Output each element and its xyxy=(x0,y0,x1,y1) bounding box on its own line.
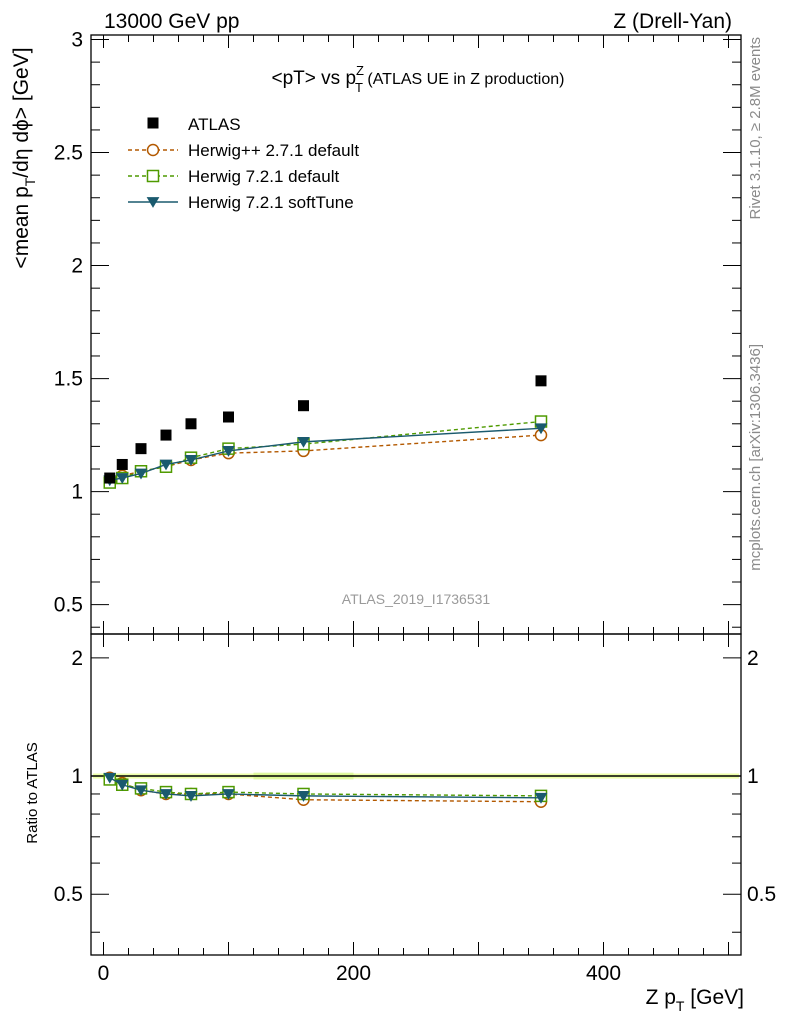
series-3-ratio-point xyxy=(534,792,548,804)
y-tick-label: 2.5 xyxy=(54,142,83,165)
series-3-point xyxy=(534,423,548,435)
legend-marker-2 xyxy=(146,169,160,183)
side-text-lower: mcplots.cern.ch [arXiv:1306.3436] xyxy=(747,344,764,571)
series-3-point xyxy=(222,446,235,457)
ratio-tick-label-left: 0.5 xyxy=(54,883,83,906)
series-3-point xyxy=(184,455,198,466)
x-tick-label: 200 xyxy=(336,962,371,985)
series-3-ratio-line xyxy=(109,777,542,799)
ratio-tick-label-right: 1 xyxy=(747,765,759,788)
data-point xyxy=(223,411,234,423)
data-point xyxy=(298,400,309,412)
header-right: Z (Drell-Yan) xyxy=(613,10,732,33)
data-point xyxy=(116,458,128,470)
series-3-point xyxy=(134,468,148,480)
x-tick-label: 400 xyxy=(586,962,621,985)
series-1-ratio-line xyxy=(109,777,542,803)
data-point xyxy=(135,443,147,455)
y-tick-label: 1.5 xyxy=(54,368,83,391)
legend-marker-1 xyxy=(146,143,160,157)
series-3-ratio-point xyxy=(222,789,235,800)
ratio-tick-label-left: 1 xyxy=(71,765,83,788)
side-text-upper: Rivet 3.1.10, ≥ 2.8M events xyxy=(747,37,764,220)
header-left: 13000 GeV pp xyxy=(104,10,239,33)
ratio-plot-frame xyxy=(90,633,742,956)
y-tick-label: 1 xyxy=(71,481,83,504)
series-3-ratio-point xyxy=(103,772,117,784)
ratio-tick-label-left: 2 xyxy=(71,647,83,670)
chart-title: <pT> vs pZ T (ATLAS UE in Z production) xyxy=(272,63,565,95)
series-3-point xyxy=(159,459,173,471)
legend-marker-3 xyxy=(146,197,160,208)
series-3-ratio-point xyxy=(297,790,310,802)
series-2-line xyxy=(109,420,542,484)
data-point xyxy=(185,418,197,430)
y-tick-label: 3 xyxy=(71,29,83,52)
ratio-tick-label-right: 2 xyxy=(747,647,759,670)
ratio-tick-label-right: 0.5 xyxy=(747,883,776,906)
series-3-ratio-point xyxy=(159,789,173,800)
x-axis-label: Z pT [GeV] xyxy=(646,986,744,1014)
x-tick-label: 0 xyxy=(98,962,110,985)
series-3-ratio-point xyxy=(115,779,129,791)
y-tick-label: 0.5 xyxy=(54,594,83,617)
data-point xyxy=(160,429,172,441)
series-3-point xyxy=(297,436,310,448)
series-3-line xyxy=(109,427,542,481)
series-3-ratio-point xyxy=(184,790,198,802)
series-2-ratio-line xyxy=(109,778,542,797)
series-3-ratio-point xyxy=(134,785,148,797)
data-point xyxy=(104,472,116,484)
data-point xyxy=(535,375,547,387)
legend-label-1: Herwig++ 2.7.1 default xyxy=(188,141,359,160)
ratio-y-axis-label: Ratio to ATLAS xyxy=(24,742,41,843)
legend-marker-data xyxy=(147,117,159,129)
legend-label-3: Herwig 7.2.1 softTune xyxy=(188,193,354,212)
y-axis-label: <mean pT/dη dϕ> [GeV] xyxy=(10,47,38,268)
series-3-point xyxy=(115,473,129,484)
y-tick-label: 2 xyxy=(71,255,83,278)
legend-label-data: ATLAS xyxy=(188,115,241,134)
legend-label-2: Herwig 7.2.1 default xyxy=(188,167,339,186)
analysis-watermark: ATLAS_2019_I1736531 xyxy=(342,591,491,607)
